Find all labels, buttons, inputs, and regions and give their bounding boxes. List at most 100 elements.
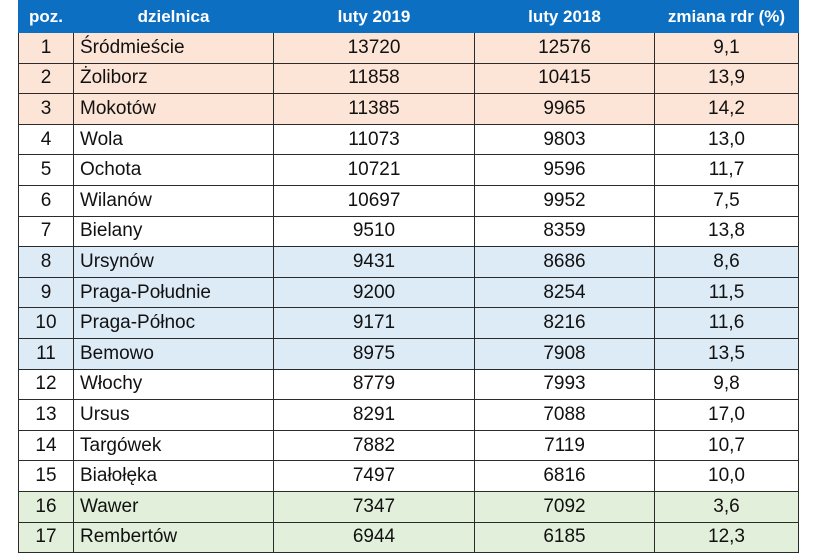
cell-position: 11 xyxy=(18,337,74,370)
cell-feb-2019: 6944 xyxy=(273,521,475,553)
cell-feb-2018: 9965 xyxy=(474,93,655,125)
table-row: 16 Wawer 7347 7092 3,6 xyxy=(18,490,799,523)
cell-feb-2019: 8779 xyxy=(273,368,475,401)
cell-feb-2019: 8975 xyxy=(273,337,475,370)
cell-feb-2018: 8359 xyxy=(474,215,655,248)
cell-yoy-change: 3,6 xyxy=(654,490,799,523)
cell-feb-2018: 6185 xyxy=(474,521,655,553)
cell-yoy-change: 10,7 xyxy=(654,429,799,462)
header-row: poz. dzielnica luty 2019 luty 2018 zmian… xyxy=(18,0,799,33)
cell-position: 5 xyxy=(18,154,74,186)
cell-feb-2018: 7092 xyxy=(474,490,655,523)
cell-position: 2 xyxy=(18,62,74,95)
cell-district: Wola xyxy=(73,123,274,156)
cell-yoy-change: 10,0 xyxy=(654,460,799,492)
cell-district: Rembertów xyxy=(73,521,274,553)
cell-feb-2018: 8216 xyxy=(474,307,655,339)
table-row: 3 Mokotów 11385 9965 14,2 xyxy=(18,93,799,125)
cell-feb-2018: 9803 xyxy=(474,123,655,156)
cell-yoy-change: 11,7 xyxy=(654,154,799,186)
cell-district: Białołęka xyxy=(73,460,274,492)
table-header: poz. dzielnica luty 2019 luty 2018 zmian… xyxy=(18,0,799,33)
cell-position: 9 xyxy=(18,276,74,309)
cell-feb-2019: 11385 xyxy=(273,93,475,125)
cell-district: Wilanów xyxy=(73,184,274,217)
cell-feb-2019: 10697 xyxy=(273,184,475,217)
cell-feb-2019: 9200 xyxy=(273,276,475,309)
cell-position: 10 xyxy=(18,307,74,339)
cell-district: Ursus xyxy=(73,399,274,431)
cell-district: Bielany xyxy=(73,215,274,248)
cell-yoy-change: 12,3 xyxy=(654,521,799,553)
cell-feb-2019: 11073 xyxy=(273,123,475,156)
cell-feb-2018: 8254 xyxy=(474,276,655,309)
table-row: 8 Ursynów 9431 8686 8,6 xyxy=(18,246,799,278)
table-row: 14 Targówek 7882 7119 10,7 xyxy=(18,429,799,462)
table-row: 4 Wola 11073 9803 13,0 xyxy=(18,123,799,156)
header-feb-2018: luty 2018 xyxy=(474,0,655,33)
price-table-container: poz. dzielnica luty 2019 luty 2018 zmian… xyxy=(18,0,799,553)
header-yoy-change: zmiana rdr (%) xyxy=(654,0,799,33)
table-row: 6 Wilanów 10697 9952 7,5 xyxy=(18,184,799,217)
cell-feb-2019: 9510 xyxy=(273,215,475,248)
cell-position: 13 xyxy=(18,399,74,431)
table-row: 17 Rembertów 6944 6185 12,3 xyxy=(18,521,799,553)
cell-yoy-change: 9,1 xyxy=(654,32,799,64)
cell-feb-2019: 9171 xyxy=(273,307,475,339)
cell-position: 1 xyxy=(18,32,74,64)
cell-yoy-change: 17,0 xyxy=(654,399,799,431)
cell-district: Włochy xyxy=(73,368,274,401)
cell-district: Śródmieście xyxy=(73,32,274,64)
cell-feb-2018: 7119 xyxy=(474,429,655,462)
cell-feb-2018: 9596 xyxy=(474,154,655,186)
cell-position: 8 xyxy=(18,246,74,278)
cell-district: Ursynów xyxy=(73,246,274,278)
table-row: 15 Białołęka 7497 6816 10,0 xyxy=(18,460,799,492)
table-row: 7 Bielany 9510 8359 13,8 xyxy=(18,215,799,248)
cell-yoy-change: 13,5 xyxy=(654,337,799,370)
cell-feb-2019: 7347 xyxy=(273,490,475,523)
cell-district: Mokotów xyxy=(73,93,274,125)
cell-yoy-change: 14,2 xyxy=(654,93,799,125)
cell-feb-2018: 12576 xyxy=(474,32,655,64)
cell-district: Wawer xyxy=(73,490,274,523)
cell-position: 3 xyxy=(18,93,74,125)
cell-feb-2019: 7882 xyxy=(273,429,475,462)
cell-feb-2018: 8686 xyxy=(474,246,655,278)
cell-feb-2018: 9952 xyxy=(474,184,655,217)
cell-position: 6 xyxy=(18,184,74,217)
cell-position: 12 xyxy=(18,368,74,401)
cell-feb-2018: 7908 xyxy=(474,337,655,370)
cell-position: 15 xyxy=(18,460,74,492)
cell-feb-2018: 7993 xyxy=(474,368,655,401)
cell-feb-2018: 6816 xyxy=(474,460,655,492)
table-body: 1 Śródmieście 13720 12576 9,1 2 Żoliborz 11858 1… xyxy=(18,32,799,553)
table-row: 12 Włochy 8779 7993 9,8 xyxy=(18,368,799,401)
cell-yoy-change: 13,0 xyxy=(654,123,799,156)
cell-yoy-change: 11,6 xyxy=(654,307,799,339)
cell-position: 4 xyxy=(18,123,74,156)
cell-feb-2018: 10415 xyxy=(474,62,655,95)
cell-yoy-change: 13,9 xyxy=(654,62,799,95)
cell-yoy-change: 13,8 xyxy=(654,215,799,248)
cell-district: Targówek xyxy=(73,429,274,462)
cell-yoy-change: 8,6 xyxy=(654,246,799,278)
cell-district: Żoliborz xyxy=(73,62,274,95)
cell-feb-2019: 10721 xyxy=(273,154,475,186)
table-row: 5 Ochota 10721 9596 11,7 xyxy=(18,154,799,186)
cell-district: Ochota xyxy=(73,154,274,186)
cell-position: 17 xyxy=(18,521,74,553)
table-row: 9 Praga-Południe 9200 8254 11,5 xyxy=(18,276,799,309)
header-district: dzielnica xyxy=(73,0,274,33)
cell-position: 7 xyxy=(18,215,74,248)
cell-yoy-change: 9,8 xyxy=(654,368,799,401)
cell-yoy-change: 11,5 xyxy=(654,276,799,309)
cell-feb-2019: 11858 xyxy=(273,62,475,95)
table-row: 13 Ursus 8291 7088 17,0 xyxy=(18,399,799,431)
table-row: 10 Praga-Północ 9171 8216 11,6 xyxy=(18,307,799,339)
cell-district: Praga-Południe xyxy=(73,276,274,309)
table-row: 11 Bemowo 8975 7908 13,5 xyxy=(18,337,799,370)
cell-district: Praga-Północ xyxy=(73,307,274,339)
cell-feb-2019: 8291 xyxy=(273,399,475,431)
cell-district: Bemowo xyxy=(73,337,274,370)
